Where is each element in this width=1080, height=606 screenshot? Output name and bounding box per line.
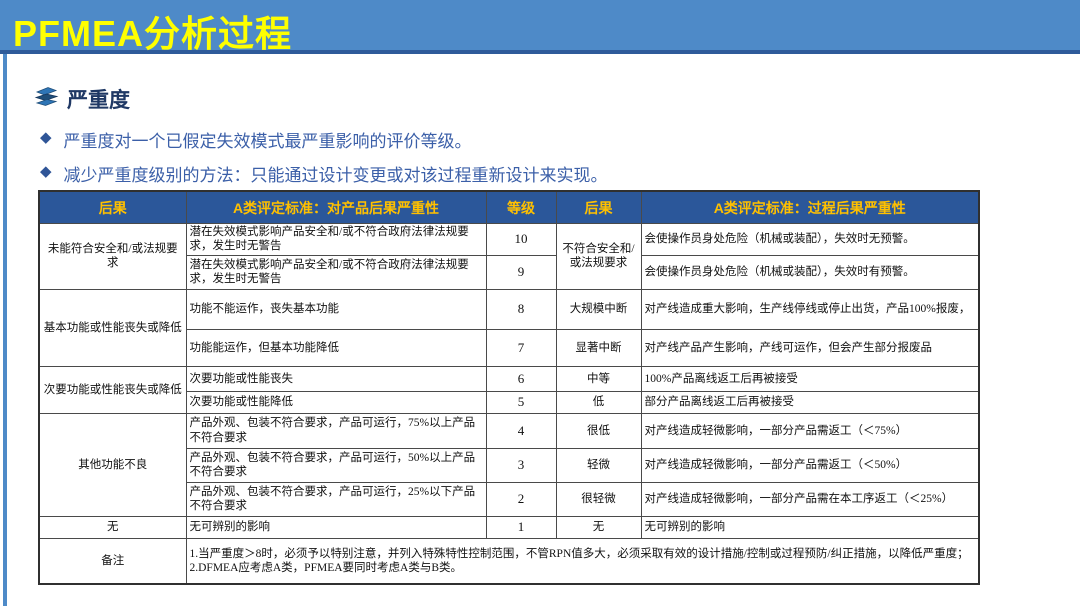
section-heading: 严重度	[34, 84, 130, 114]
table-row: 备注 1.当严重度＞8时，必须予以特别注意，并列入特殊特性控制范围，不管RPN值多…	[38, 537, 980, 585]
table-cell: 基本功能或性能丧失或降低	[38, 288, 187, 367]
table-cell: 7	[485, 328, 557, 367]
table-cell: 对产线产品产生影响，产线可运作，但会产生部分报废品	[640, 328, 980, 367]
table-cell: 对产线造成轻微影响，一部分产品需在本工序返工（＜25%）	[640, 481, 980, 517]
table-row: 潜在失效模式影响产品安全和/或不符合政府法律法规要求，发生时无警告 9 会使操作员身…	[39, 254, 980, 290]
table-header-cell: 等级	[485, 190, 557, 224]
slide-title: PFMEA分析过程	[13, 13, 293, 54]
table-row: 后果 A类评定标准：对产品后果严重性 等级 后果 A类评定标准：过程后果严重性	[38, 190, 980, 224]
table-cell: 对产线造成轻微影响，一部分产品需返工（＜50%）	[640, 447, 980, 483]
bullet-text: 减少严重度级别的方法：只能通过设计变更或对该过程重新设计来实现。	[63, 166, 608, 185]
table-cell: 低	[555, 390, 642, 414]
table-cell: 4	[485, 412, 557, 449]
table-cell: 显著中断	[555, 328, 642, 367]
table-row: 基本功能或性能丧失或降低 功能不能运作，丧失基本功能 8 大规模中断 对产线造成重大影响…	[38, 288, 980, 367]
diamond-bullet-icon: ◆	[40, 163, 52, 180]
table-cell: 3	[485, 447, 557, 483]
table-cell: 次要功能或性能丧失	[185, 365, 487, 392]
table-cell: 备注	[38, 537, 187, 585]
table-cell: 8	[485, 288, 557, 330]
slide-title-banner: PFMEA分析过程	[0, 0, 1080, 54]
table-cell: 5	[485, 390, 557, 414]
table-row: 产品外观、包装不符合要求，产品可运行，50%以上产品不符合要求 3 轻微 对产线造成轻…	[39, 447, 980, 483]
table-row: 其他功能不良 产品外观、包装不符合要求，产品可运行，75%以上产品不符合要求 4 很低…	[38, 412, 980, 517]
table-cell: 会使操作员身处危险（机械或装配），失效时有预警。	[640, 254, 980, 290]
table-row: 功能能运作，但基本功能降低 7 显著中断 对产线产品产生影响，产线可运作，但会产生部分…	[39, 328, 980, 367]
table-cell: 无可辨别的影响	[640, 515, 980, 539]
table-cell: 轻微	[555, 447, 642, 483]
note-line: 2.DFMEA应考虑A类，PFMEA要同时考虑A类与B类。	[189, 562, 463, 574]
table-cell: 10	[485, 223, 557, 256]
table-cell: 1	[485, 515, 557, 539]
table-cell: 对产线造成重大影响，生产线停线或停止出货，产品100%报废，	[640, 288, 980, 330]
table-cell: 6	[485, 365, 557, 392]
table-row: 产品外观、包装不符合要求，产品可运行，25%以下产品不符合要求 2 很轻微 对产线造成…	[39, 481, 980, 517]
severity-rating-table: 后果 A类评定标准：对产品后果严重性 等级 后果 A类评定标准：过程后果严重性 未能符合…	[38, 190, 980, 586]
table-cell: 功能能运作，但基本功能降低	[185, 328, 487, 367]
table-cell: 其他功能不良	[38, 412, 187, 517]
table-cell: 对产线造成轻微影响，一部分产品需返工（＜75%）	[640, 412, 980, 449]
table-cell: 潜在失效模式影响产品安全和/或不符合政府法律法规要求，发生时无警告	[185, 223, 487, 256]
table-cell: 2	[485, 481, 557, 517]
table-cell: 产品外观、包装不符合要求，产品可运行，25%以下产品不符合要求	[185, 481, 487, 517]
table-cell: 部分产品离线返工后再被接受	[640, 390, 980, 414]
books-icon	[34, 86, 59, 112]
table-body: 未能符合安全和/或法规要求 潜在失效模式影响产品安全和/或不符合政府法律法规要求，…	[38, 223, 980, 585]
table-row: 次要功能或性能降低 5 低部分产品离线返工后再被接受	[39, 390, 980, 414]
section-heading-label: 严重度	[67, 89, 130, 112]
diamond-bullet-icon: ◆	[40, 129, 52, 146]
table-row: 次要功能或性能丧失或降低 次要功能或性能丧失 6 中等 100%产品离线返工后再被接受	[38, 365, 980, 414]
table-row: 无无可辨别的影响 1 无无可辨别的影响	[38, 515, 980, 539]
table-cell: 1.当严重度＞8时，必须予以特别注意，并列入特殊特性控制范围，不管RPN值多大，…	[185, 537, 980, 585]
table-cell: 大规模中断	[555, 288, 642, 330]
note-line: 1.当严重度＞8时，必须予以特别注意，并列入特殊特性控制范围，不管RPN值多大，…	[189, 547, 969, 560]
left-accent-stripe	[3, 54, 7, 606]
table-header-cell: 后果	[555, 190, 642, 224]
table-cell: 很低	[555, 412, 642, 449]
bullet-item: ◆ 严重度对一个已假定失效模式最严重影响的评价等级。	[40, 127, 472, 152]
table-cell: 潜在失效模式影响产品安全和/或不符合政府法律法规要求，发生时无警告	[185, 254, 487, 290]
table-cell: 无	[38, 515, 187, 539]
table-cell: 100%产品离线返工后再被接受	[640, 365, 980, 392]
table-cell: 9	[485, 254, 557, 290]
table-cell: 中等	[555, 365, 642, 392]
table-cell: 无	[555, 515, 642, 539]
table-cell: 很轻微	[555, 481, 642, 517]
table-header-cell: A类评定标准：对产品后果严重性	[185, 190, 487, 224]
table-cell: 次要功能或性能降低	[185, 390, 487, 414]
table-cell: 次要功能或性能丧失或降低	[38, 365, 187, 414]
table-header-cell: A类评定标准：过程后果严重性	[640, 190, 980, 224]
table-cell: 功能不能运作，丧失基本功能	[185, 288, 487, 330]
table-cell: 会使操作员身处危险（机械或装配），失效时无预警。	[640, 223, 980, 256]
table-row: 未能符合安全和/或法规要求 潜在失效模式影响产品安全和/或不符合政府法律法规要求，…	[38, 223, 980, 290]
table-cell: 未能符合安全和/或法规要求	[38, 223, 187, 290]
table-cell: 无可辨别的影响	[185, 515, 487, 539]
table-header-cell: 后果	[38, 190, 187, 224]
table-header-row: 后果 A类评定标准：对产品后果严重性 等级 后果 A类评定标准：过程后果严重性	[38, 190, 980, 224]
bullet-item: ◆ 减少严重度级别的方法：只能通过设计变更或对该过程重新设计来实现。	[40, 161, 608, 186]
table-cell: 产品外观、包装不符合要求，产品可运行，50%以上产品不符合要求	[185, 447, 487, 483]
bullet-text: 严重度对一个已假定失效模式最严重影响的评价等级。	[63, 132, 472, 151]
table-cell: 不符合安全和/或法规要求	[555, 223, 642, 290]
table-cell: 产品外观、包装不符合要求，产品可运行，75%以上产品不符合要求	[185, 412, 487, 449]
